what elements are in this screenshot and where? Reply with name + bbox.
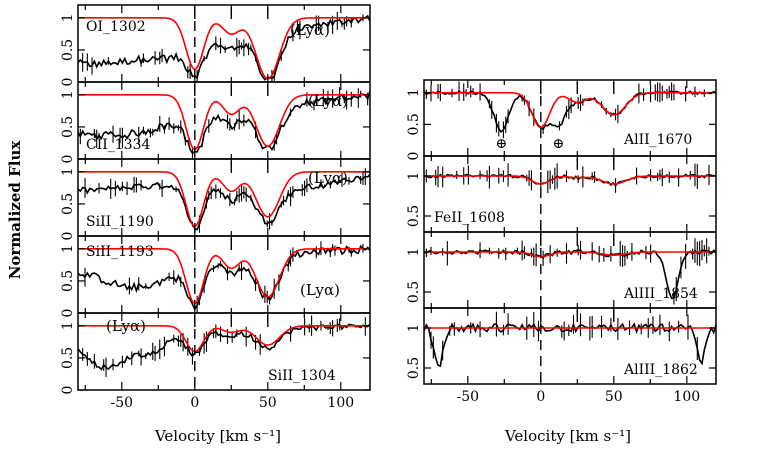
data-series <box>424 322 716 368</box>
lya-annotation: (Lyα) <box>300 281 340 299</box>
fit-series <box>78 248 370 305</box>
fit-series <box>78 94 370 151</box>
data-series <box>78 90 370 155</box>
y-tick-label: 0 <box>406 152 422 161</box>
y-tick-label: 0.5 <box>60 193 76 215</box>
y-tick-label: 1 <box>406 324 422 333</box>
y-tick-label: 0.5 <box>406 281 422 303</box>
x-tick-label: 50 <box>259 395 277 411</box>
x-tick-label: 100 <box>673 389 700 405</box>
y-axis-label: Normalized Flux <box>6 140 24 280</box>
panel-label: SiII_1190 <box>86 214 154 230</box>
error-bars <box>424 163 710 194</box>
panel-alii-1670: 0 0.5 1 AlII_1670 ⊕ ⊕ <box>406 79 717 161</box>
data-series <box>78 173 370 231</box>
fit-series <box>78 171 370 228</box>
y-tick-label: 1 <box>60 90 76 99</box>
lya-annotation: (Lyα) <box>106 317 146 335</box>
panel-label: OI_1302 <box>86 19 146 35</box>
y-tick-label: 1 <box>406 88 422 97</box>
panel-cii-1334: 0 0.5 1 CII_1334 (Lyα) <box>60 81 371 164</box>
fit-series <box>78 17 370 80</box>
y-tick-label: 1 <box>406 172 422 181</box>
y-tick-label: 1 <box>60 321 76 330</box>
error-bars <box>424 81 705 139</box>
panels-group: 0 0.5 1 OI_1302 (Lyα) 0 0.5 1 CII_1334 (Lyα) 0 0.5 1… <box>60 4 717 411</box>
y-tick-label: 0 <box>60 155 76 164</box>
fit-series <box>424 251 716 258</box>
fit-series <box>424 175 716 185</box>
y-tick-label: 1 <box>60 13 76 22</box>
y-tick-label: 0 <box>60 78 76 87</box>
panel-frame <box>423 307 717 385</box>
panel-label: CII_1334 <box>86 137 150 153</box>
y-tick-label: 1 <box>406 248 422 257</box>
panel-frame <box>77 312 371 391</box>
y-tick-label: 1 <box>60 244 76 253</box>
blend-marker: ⊕ <box>496 136 508 152</box>
x-tick-label: -50 <box>457 389 480 405</box>
data-series <box>78 14 370 81</box>
y-tick-label: 0.5 <box>406 357 422 379</box>
y-tick-label: 0 <box>60 386 76 395</box>
x-tick-label: 0 <box>536 389 545 405</box>
panel-aliii-1862: 0.5 1 AlIII_1862 -50 0 50 100 <box>406 307 717 405</box>
panel-label: SiII_1304 <box>268 368 336 384</box>
panel-label: AlIII_1862 <box>623 362 698 378</box>
x-tick-label: 0 <box>190 395 199 411</box>
fit-series <box>424 91 716 129</box>
panel-label: SiII_1193 <box>86 244 154 260</box>
panel-feii-1608: 0.5 1 FeII_1608 <box>406 155 717 233</box>
panel-label: FeII_1608 <box>434 210 505 226</box>
error-bars <box>430 311 716 361</box>
x-axis-label-right: Velocity [km s⁻¹] <box>504 427 631 445</box>
panel-siii-1304: 0 0.5 1 SiII_1304 (Lyα) -50 0 50 100 <box>60 312 371 411</box>
y-tick-label: 0.5 <box>60 270 76 292</box>
panel-label: AlII_1670 <box>623 132 692 148</box>
lya-annotation: (Lyα) <box>290 21 330 39</box>
y-tick-label: 1 <box>60 167 76 176</box>
y-tick-label: 0.5 <box>60 116 76 138</box>
y-tick-label: 0.5 <box>60 39 76 61</box>
fit-series <box>78 325 370 353</box>
lya-annotation: (Lyα) <box>308 92 348 110</box>
data-series <box>424 90 716 134</box>
panel-frame <box>77 4 371 83</box>
x-tick-label: -50 <box>111 395 134 411</box>
y-tick-label: 0.5 <box>406 113 422 135</box>
panel-aliii-1854: 0.5 1 AlIII_1854 <box>406 231 717 309</box>
y-tick-label: 0 <box>60 232 76 241</box>
panel-label: AlIII_1854 <box>623 286 698 302</box>
y-tick-label: 0.5 <box>406 205 422 227</box>
panel-siii-1190: 0 0.5 1 SiII_1190 (Lyα) <box>60 158 371 241</box>
blend-marker: ⊕ <box>552 136 564 152</box>
panel-siii-1193: 0 0.5 1 SiII_1193 (Lyα) <box>60 235 371 318</box>
y-tick-label: 0.5 <box>60 347 76 369</box>
x-tick-label: 100 <box>327 395 354 411</box>
panel-oi-1302: 0 0.5 1 OI_1302 (Lyα) <box>60 4 371 87</box>
y-tick-label: 0 <box>60 309 76 318</box>
lya-annotation: (Lyα) <box>308 169 348 187</box>
x-tick-label: 50 <box>605 389 623 405</box>
x-axis-label-left: Velocity [km s⁻¹] <box>154 427 281 445</box>
